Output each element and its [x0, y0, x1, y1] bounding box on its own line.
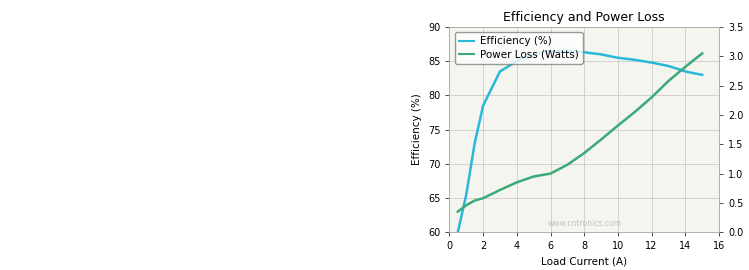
Text: www.cntronics.com: www.cntronics.com	[548, 219, 621, 228]
Title: Efficiency and Power Loss: Efficiency and Power Loss	[503, 11, 665, 25]
Legend: Efficiency (%), Power Loss (Watts): Efficiency (%), Power Loss (Watts)	[455, 32, 583, 64]
Y-axis label: Efficiency (%): Efficiency (%)	[412, 94, 422, 166]
X-axis label: Load Current (A): Load Current (A)	[542, 257, 627, 267]
